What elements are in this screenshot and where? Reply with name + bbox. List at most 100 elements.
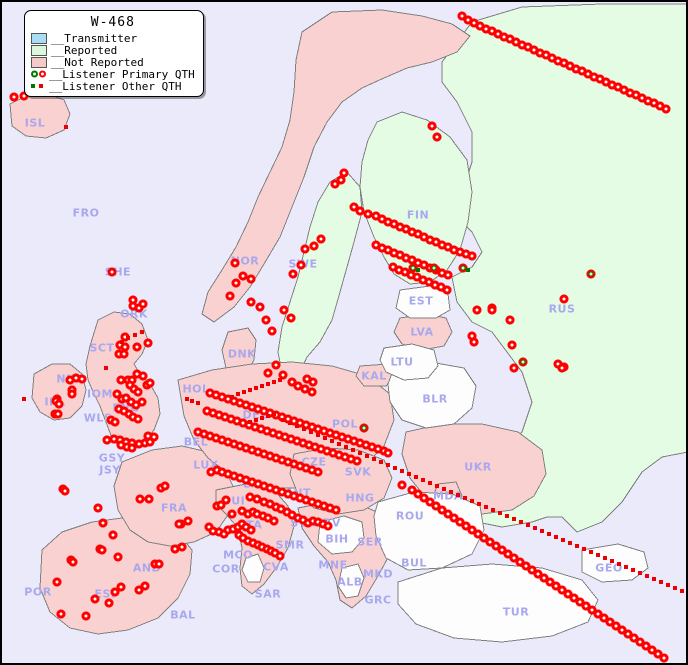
listener-primary-qth-marker — [265, 499, 275, 509]
listener-other-qth-marker — [400, 469, 404, 473]
listener-primary-qth-marker — [641, 641, 651, 651]
listener-primary-qth-marker — [607, 80, 617, 90]
listener-primary-qth-marker — [241, 400, 251, 410]
listener-primary-qth-marker — [211, 390, 221, 400]
listener-primary-qth-marker — [611, 621, 621, 631]
listener-primary-qth-marker — [107, 267, 117, 277]
listener-primary-qth-marker — [412, 272, 422, 282]
listener-primary-qth-marker — [629, 633, 639, 643]
listener-primary-qth-marker — [557, 585, 567, 595]
listener-other-qth-marker — [610, 559, 614, 563]
listener-primary-qth-marker — [413, 258, 423, 268]
listener-primary-qth-marker — [313, 467, 323, 477]
listener-other-qth-marker — [435, 484, 439, 488]
transmitter-primary-qth-marker — [586, 269, 596, 279]
listener-primary-qth-marker — [265, 451, 275, 461]
listener-primary-qth-marker — [244, 420, 254, 430]
listener-primary-qth-marker — [216, 500, 226, 510]
listener-primary-qth-marker — [258, 511, 268, 521]
listener-other-qth-marker — [323, 436, 327, 440]
listener-primary-qth-marker — [457, 11, 467, 21]
listener-other-qth-marker — [575, 544, 579, 548]
country-shape-isl — [9, 93, 71, 139]
listener-other-qth-marker — [526, 523, 530, 527]
legend-item: __Listener Primary QTH — [31, 68, 195, 80]
listener-primary-qth-marker — [301, 420, 311, 430]
listener-primary-qth-marker — [461, 521, 471, 531]
listener-primary-qth-marker — [371, 211, 381, 221]
listener-primary-qth-marker — [231, 278, 241, 288]
listener-primary-qth-marker — [140, 438, 150, 448]
listener-primary-qth-marker — [232, 416, 242, 426]
listener-other-qth-marker — [190, 399, 194, 403]
listener-primary-qth-marker — [515, 557, 525, 567]
listener-other-qth-marker — [309, 430, 313, 434]
listener-primary-qth-marker — [533, 569, 543, 579]
listener-other-qth-marker — [288, 421, 292, 425]
listener-primary-qth-marker — [154, 559, 164, 569]
listener-primary-qth-marker — [68, 557, 78, 567]
listener-other-qth-marker — [272, 380, 276, 384]
listener-primary-qth-marker — [296, 260, 306, 270]
listener-primary-qth-marker — [109, 434, 119, 444]
listener-other-qth-marker — [407, 472, 411, 476]
listener-primary-qth-marker — [205, 388, 215, 398]
listener-primary-qth-marker — [653, 649, 663, 659]
listener-primary-qth-marker — [53, 409, 63, 419]
listener-other-qth-marker — [140, 330, 144, 334]
listener-other-qth-marker — [547, 532, 551, 536]
listener-primary-qth-marker — [397, 480, 407, 490]
country-shape-cor — [241, 553, 265, 583]
listener-primary-qth-marker — [298, 438, 308, 448]
listener-primary-qth-marker — [52, 577, 62, 587]
listener-primary-qth-marker — [307, 422, 317, 432]
listener-primary-qth-marker — [54, 399, 64, 409]
listener-primary-qth-marker — [143, 338, 153, 348]
listener-primary-qth-marker — [133, 414, 143, 424]
listener-primary-qth-marker — [302, 374, 312, 384]
listener-primary-qth-marker — [424, 277, 434, 287]
listener-other-qth-marker — [533, 526, 537, 530]
listener-primary-qth-marker — [102, 435, 112, 445]
listener-primary-qth-marker — [263, 513, 273, 523]
listener-primary-qth-marker — [449, 513, 459, 523]
listener-primary-qth-marker — [509, 553, 519, 563]
listener-other-qth-marker — [236, 392, 240, 396]
listener-primary-qth-marker — [509, 363, 519, 373]
listener-primary-qth-marker — [442, 285, 452, 295]
listener-primary-qth-marker — [436, 282, 446, 292]
listener-primary-qth-marker — [547, 53, 557, 63]
listener-primary-qth-marker — [255, 302, 265, 312]
listener-other-qth-marker — [505, 514, 509, 518]
listener-primary-qth-marker — [230, 258, 240, 268]
listener-primary-qth-marker — [277, 455, 287, 465]
listener-primary-qth-marker — [313, 517, 323, 527]
listener-primary-qth-marker — [116, 440, 126, 450]
listener-primary-qth-marker — [235, 473, 245, 483]
listener-primary-qth-marker — [394, 265, 404, 275]
listener-primary-qth-marker — [278, 370, 288, 380]
listener-primary-qth-marker — [551, 581, 561, 591]
listener-primary-qth-marker — [430, 280, 440, 290]
listener-primary-qth-marker — [400, 267, 410, 277]
listener-primary-qth-marker — [241, 443, 251, 453]
listener-primary-qth-marker — [553, 56, 563, 66]
listener-other-qth-marker — [645, 574, 649, 578]
listener-primary-qth-marker — [461, 249, 471, 259]
listener-primary-qth-marker — [293, 381, 303, 391]
listener-primary-qth-marker — [487, 305, 497, 315]
listener-primary-qth-marker — [407, 227, 417, 237]
listener-primary-qth-marker — [238, 271, 248, 281]
listener-primary-qth-marker — [134, 303, 144, 313]
listener-primary-qth-marker — [316, 444, 326, 454]
legend-swatch-icon — [31, 44, 47, 56]
listener-primary-qth-marker — [383, 245, 393, 255]
listener-primary-qth-marker — [631, 90, 641, 100]
listener-primary-qth-marker — [419, 493, 429, 503]
listener-other-qth-marker — [316, 433, 320, 437]
listener-primary-qth-marker — [134, 439, 144, 449]
listener-other-qth-marker — [120, 340, 124, 344]
listener-other-qth-marker — [603, 556, 607, 560]
listener-primary-qth-marker — [289, 459, 299, 469]
listener-primary-qth-marker — [128, 301, 138, 311]
